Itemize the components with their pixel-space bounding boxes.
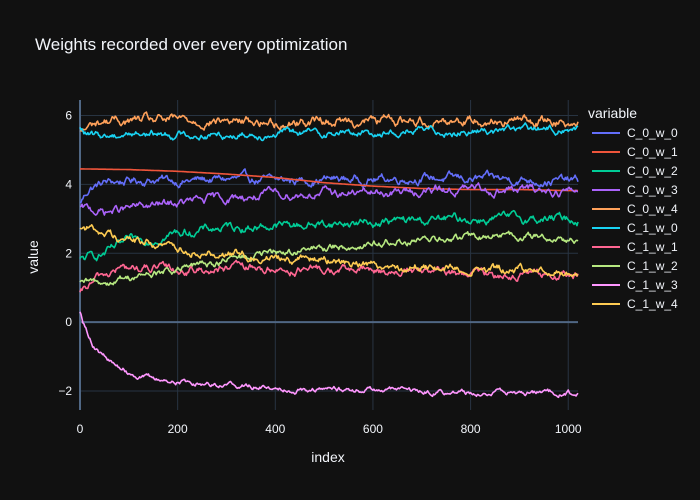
grid xyxy=(79,100,578,410)
y-tick-label: −2 xyxy=(58,384,72,398)
y-tick-label: 4 xyxy=(65,177,72,191)
legend-item-C_1_w_2[interactable]: C_1_w_2 xyxy=(592,259,678,273)
legend-item-C_0_w_0[interactable]: C_0_w_0 xyxy=(592,126,678,140)
series-line-C_0_w_1[interactable] xyxy=(80,168,578,192)
y-tick-label: 2 xyxy=(65,246,72,260)
series-line-C_1_w_3[interactable] xyxy=(79,311,579,399)
legend-label: C_0_w_4 xyxy=(627,202,678,216)
legend-label: C_1_w_1 xyxy=(627,240,678,254)
legend-item-C_0_w_1[interactable]: C_0_w_1 xyxy=(592,145,678,159)
series-line-C_1_w_4[interactable] xyxy=(79,224,579,278)
legend-item-C_1_w_3[interactable]: C_1_w_3 xyxy=(592,278,678,292)
legend-label: C_1_w_4 xyxy=(627,297,678,311)
x-tick-label: 1000 xyxy=(555,422,582,436)
legend-label: C_0_w_2 xyxy=(627,164,678,178)
legend-label: C_1_w_3 xyxy=(627,278,678,292)
series-line-C_1_w_1[interactable] xyxy=(79,259,579,293)
legend-label: C_1_w_0 xyxy=(627,221,678,235)
series-line-C_0_w_4[interactable] xyxy=(79,111,579,132)
y-axis-title: value xyxy=(25,240,41,274)
legend[interactable]: variable C_0_w_0 C_0_w_1 C_0_w_2 C_0_w_3 C_0… xyxy=(588,105,678,311)
series-line-C_0_w_2[interactable] xyxy=(79,209,579,262)
legend-label: C_0_w_1 xyxy=(627,145,678,159)
legend-label: C_1_w_2 xyxy=(627,259,678,273)
series-line-C_1_w_2[interactable] xyxy=(79,230,579,286)
x-tick-label: 600 xyxy=(363,422,383,436)
x-tick-label: 200 xyxy=(168,422,188,436)
legend-item-C_1_w_0[interactable]: C_1_w_0 xyxy=(592,221,678,235)
x-tick-label: 400 xyxy=(265,422,285,436)
legend-label: C_0_w_3 xyxy=(627,183,678,197)
chart-title: Weights recorded over every optimization xyxy=(35,35,347,54)
legend-label: C_0_w_0 xyxy=(627,126,678,140)
series-line-C_0_w_3[interactable] xyxy=(79,182,579,216)
x-tick-label: 0 xyxy=(77,422,84,436)
series-line-C_1_w_0[interactable] xyxy=(79,122,579,142)
y-tick-label: 0 xyxy=(65,315,72,329)
x-tick-label: 800 xyxy=(461,422,481,436)
legend-item-C_1_w_1[interactable]: C_1_w_1 xyxy=(592,240,678,254)
legend-item-C_1_w_4[interactable]: C_1_w_4 xyxy=(592,297,678,311)
axis-ticks: 0 200 400 600 800 1000 −2 0 2 4 6 xyxy=(58,109,582,437)
x-axis-title: index xyxy=(311,449,344,465)
plot-area xyxy=(79,111,579,399)
y-tick-label: 6 xyxy=(65,109,72,123)
legend-item-C_0_w_4[interactable]: C_0_w_4 xyxy=(592,202,678,216)
legend-title: variable xyxy=(588,105,637,121)
legend-item-C_0_w_2[interactable]: C_0_w_2 xyxy=(592,164,678,178)
series-line-C_0_w_0[interactable] xyxy=(79,168,579,204)
legend-item-C_0_w_3[interactable]: C_0_w_3 xyxy=(592,183,678,197)
